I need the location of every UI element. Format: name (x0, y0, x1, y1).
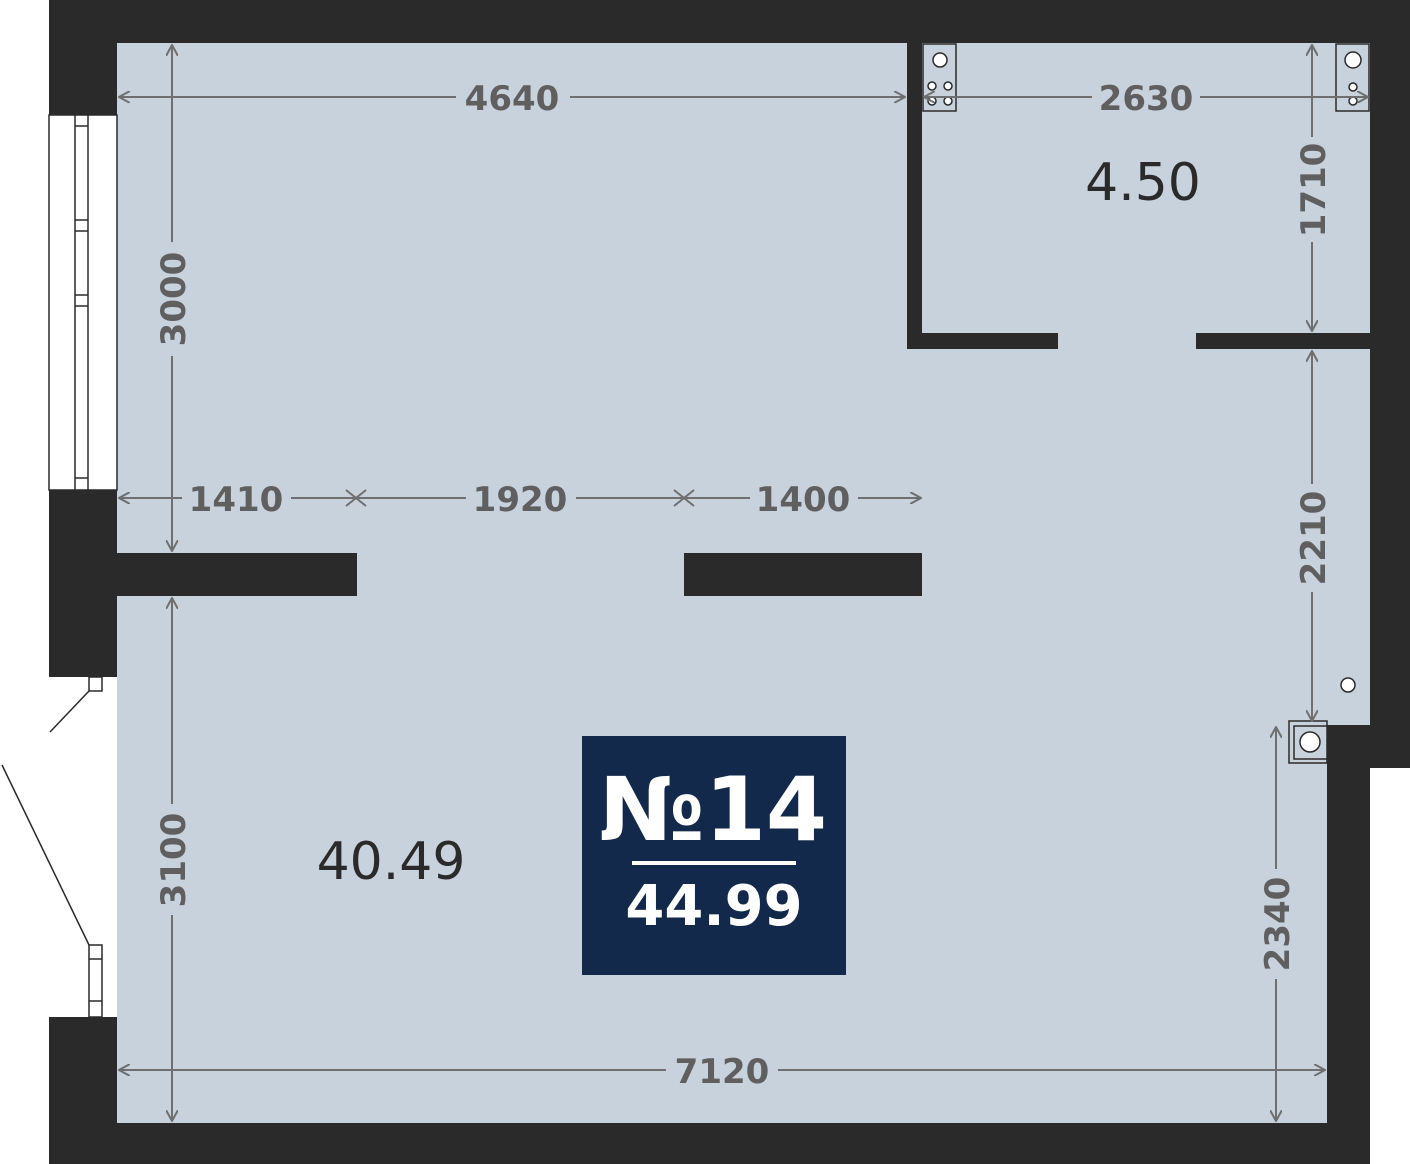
dim-mid-2: 1920 (473, 480, 568, 520)
dim-bottom: 7120 (675, 1052, 770, 1092)
dim-mid-1: 1410 (189, 480, 284, 520)
apartment-badge: №14 44.99 (582, 736, 846, 975)
outer-walls (49, 0, 1410, 1164)
dimension-lines (119, 45, 1368, 1121)
sink-fixture (1335, 43, 1370, 112)
apartment-total-area: 44.99 (625, 874, 802, 939)
entrance-door[interactable] (1, 676, 103, 1018)
dim-left-lower: 3100 (154, 813, 194, 908)
dim-right-lower: 2340 (1258, 877, 1298, 972)
dim-left-upper: 3000 (154, 252, 194, 347)
dim-top-bath: 2630 (1099, 79, 1194, 119)
stove-fixture (922, 43, 957, 112)
dim-mid-3: 1400 (756, 480, 851, 520)
apartment-number: №14 (599, 758, 827, 861)
dim-right-mid: 2210 (1294, 491, 1334, 586)
riser-fixture (1288, 677, 1356, 764)
badge-divider (632, 861, 796, 865)
main-room-area: 40.49 (317, 832, 466, 892)
dim-top-main: 4640 (465, 79, 560, 119)
window (48, 114, 118, 491)
bathroom-area: 4.50 (1085, 153, 1201, 213)
interior-walls (117, 43, 1370, 596)
dim-right-bath: 1710 (1294, 143, 1334, 238)
